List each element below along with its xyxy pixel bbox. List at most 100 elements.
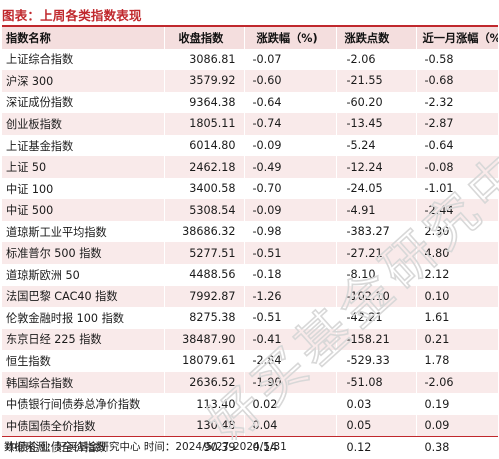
index-name-cell: 伦敦金融时报 100 指数: [2, 307, 165, 329]
table-row: 道琼斯欧洲 50 4488.56 -0.18 -8.10 2.12: [2, 264, 499, 286]
index-name-cell: 沪深 300: [2, 70, 165, 92]
month-change-cell: -0.68: [416, 70, 499, 92]
month-change-cell: 0.19: [416, 393, 499, 415]
change-points-cell: -24.05: [336, 177, 417, 200]
change-pct-cell: -0.51: [244, 242, 337, 265]
change-points-cell: 0.05: [336, 414, 417, 437]
table-row: 上证 50 2462.18 -0.49 -12.24 -0.08: [2, 156, 499, 178]
bottom-divider: [2, 436, 498, 437]
close-value-cell: 5277.51: [164, 242, 245, 265]
change-pct-cell: -1.26: [244, 285, 337, 308]
table-row: 中债银行间债券总净价指数 113.40 0.02 0.03 0.19: [2, 393, 499, 415]
change-pct-cell: -0.09: [244, 199, 337, 221]
change-points-cell: -21.55: [336, 70, 417, 92]
table-row: 深证成份指数 9364.38 -0.64 -60.20 -2.32: [2, 91, 499, 114]
month-change-cell: 0.09: [416, 414, 499, 437]
close-value-cell: 130.48: [164, 414, 245, 437]
change-points-cell: -42.21: [336, 307, 417, 329]
close-value-cell: 3400.58: [164, 177, 245, 200]
month-change-cell: 2.30: [416, 220, 499, 243]
close-value-cell: 8275.38: [164, 307, 245, 329]
table-row: 韩国综合指数 2636.52 -1.90 -51.08 -2.06: [2, 371, 499, 394]
table-row: 标准普尔 500 指数 5277.51 -0.51 -27.21 4.80: [2, 242, 499, 265]
table-row: 东京日经 225 指数 38487.90 -0.41 -158.21 0.21: [2, 328, 499, 351]
change-pct-cell: -0.74: [244, 113, 337, 135]
column-header-index-name: 指数名称: [2, 27, 165, 49]
title-divider: [2, 25, 498, 27]
close-value-cell: 38686.32: [164, 220, 245, 243]
month-change-cell: 4.80: [416, 242, 499, 265]
column-header-month-change: 近一月涨幅（%): [416, 27, 499, 49]
month-change-cell: -0.64: [416, 134, 499, 157]
table-row: 中证 100 3400.58 -0.70 -24.05 -1.01: [2, 177, 499, 200]
change-points-cell: -13.45: [336, 113, 417, 135]
change-pct-cell: 0.04: [244, 414, 337, 437]
table-row: 中债国债全价指数 130.48 0.04 0.05 0.09: [2, 414, 499, 437]
change-points-cell: -102.10: [336, 285, 417, 308]
change-pct-cell: -0.51: [244, 307, 337, 329]
data-source-note: 数据来源：好买基金研究中心 时间：2024/5/27-2024/5/31: [4, 441, 287, 453]
figure-title: 图表：上周各类指数表现: [2, 7, 142, 23]
change-points-cell: 0.03: [336, 393, 417, 415]
index-name-cell: 中债企业债全价指数: [2, 436, 165, 458]
change-pct-cell: -0.09: [244, 134, 337, 157]
change-pct-cell: -2.84: [244, 350, 337, 372]
month-change-cell: 1.61: [416, 307, 499, 329]
month-change-cell: -2.87: [416, 113, 499, 135]
month-change-cell: -0.08: [416, 156, 499, 178]
index-name-cell: 创业板指数: [2, 113, 165, 135]
change-points-cell: 0.12: [336, 436, 417, 458]
month-change-cell: 0.38: [416, 436, 499, 458]
close-value-cell: 6014.80: [164, 134, 245, 157]
month-change-cell: -2.32: [416, 91, 499, 114]
change-pct-cell: -0.98: [244, 220, 337, 243]
table-row: 伦敦金融时报 100 指数 8275.38 -0.51 -42.21 1.61: [2, 307, 499, 329]
index-name-cell: 东京日经 225 指数: [2, 328, 165, 351]
change-points-cell: -12.24: [336, 156, 417, 178]
month-change-cell: -2.06: [416, 371, 499, 394]
index-name-cell: 标准普尔 500 指数: [2, 242, 165, 265]
close-value-cell: 1805.11: [164, 113, 245, 135]
column-header-change-pct: 涨跌幅（%): [244, 27, 337, 49]
close-value-cell: 3579.92: [164, 70, 245, 92]
change-pct-cell: -0.64: [244, 91, 337, 114]
change-points-cell: -529.33: [336, 350, 417, 372]
change-points-cell: -27.21: [336, 242, 417, 265]
change-points-cell: -51.08: [336, 371, 417, 394]
index-name-cell: 上证基金指数: [2, 134, 165, 157]
close-value-cell: 4488.56: [164, 264, 245, 286]
index-name-cell: 道琼斯欧洲 50: [2, 264, 165, 286]
month-change-cell: 1.78: [416, 350, 499, 372]
month-change-cell: 0.10: [416, 285, 499, 308]
close-value-cell: 7992.87: [164, 285, 245, 308]
change-points-cell: -60.20: [336, 91, 417, 114]
close-value-cell: 113.40: [164, 393, 245, 415]
figure-title-bar: 图表：上周各类指数表现: [2, 3, 498, 25]
change-pct-cell: 0.14: [244, 436, 337, 458]
index-name-cell: 韩国综合指数: [2, 371, 165, 394]
index-name-cell: 上证 50: [2, 156, 165, 178]
change-pct-cell: -0.60: [244, 70, 337, 92]
table-row: 恒生指数 18079.61 -2.84 -529.33 1.78: [2, 350, 499, 372]
change-points-cell: -158.21: [336, 328, 417, 351]
index-name-cell: 上证综合指数: [2, 48, 165, 71]
close-value-cell: 2462.18: [164, 156, 245, 178]
close-value-cell: 2636.52: [164, 371, 245, 394]
month-change-cell: -0.58: [416, 48, 499, 71]
index-name-cell: 中证 500: [2, 199, 165, 221]
index-name-cell: 法国巴黎 CAC40 指数: [2, 285, 165, 308]
change-points-cell: -2.06: [336, 48, 417, 71]
table-header-row: 指数名称 收盘指数 涨跌幅（%) 涨跌点数 近一月涨幅（%): [2, 27, 499, 49]
index-name-cell: 中债银行间债券总净价指数: [2, 393, 165, 415]
index-performance-table: 指数名称 收盘指数 涨跌幅（%) 涨跌点数 近一月涨幅（%) 上证综合指数 308…: [2, 27, 499, 458]
close-value-cell: 9364.38: [164, 91, 245, 114]
table-row: 上证综合指数 3086.81 -0.07 -2.06 -0.58: [2, 48, 499, 71]
table-body: 上证综合指数 3086.81 -0.07 -2.06 -0.58 沪深 300 3579.9…: [2, 48, 499, 458]
change-pct-cell: 0.02: [244, 393, 337, 415]
change-pct-cell: -1.90: [244, 371, 337, 394]
table-row: 道琼斯工业平均指数 38686.32 -0.98 -383.27 2.30: [2, 220, 499, 243]
column-header-close: 收盘指数: [164, 27, 245, 49]
change-pct-cell: -0.70: [244, 177, 337, 200]
close-value-cell: 3086.81: [164, 48, 245, 71]
table-row: 沪深 300 3579.92 -0.60 -21.55 -0.68: [2, 70, 499, 92]
